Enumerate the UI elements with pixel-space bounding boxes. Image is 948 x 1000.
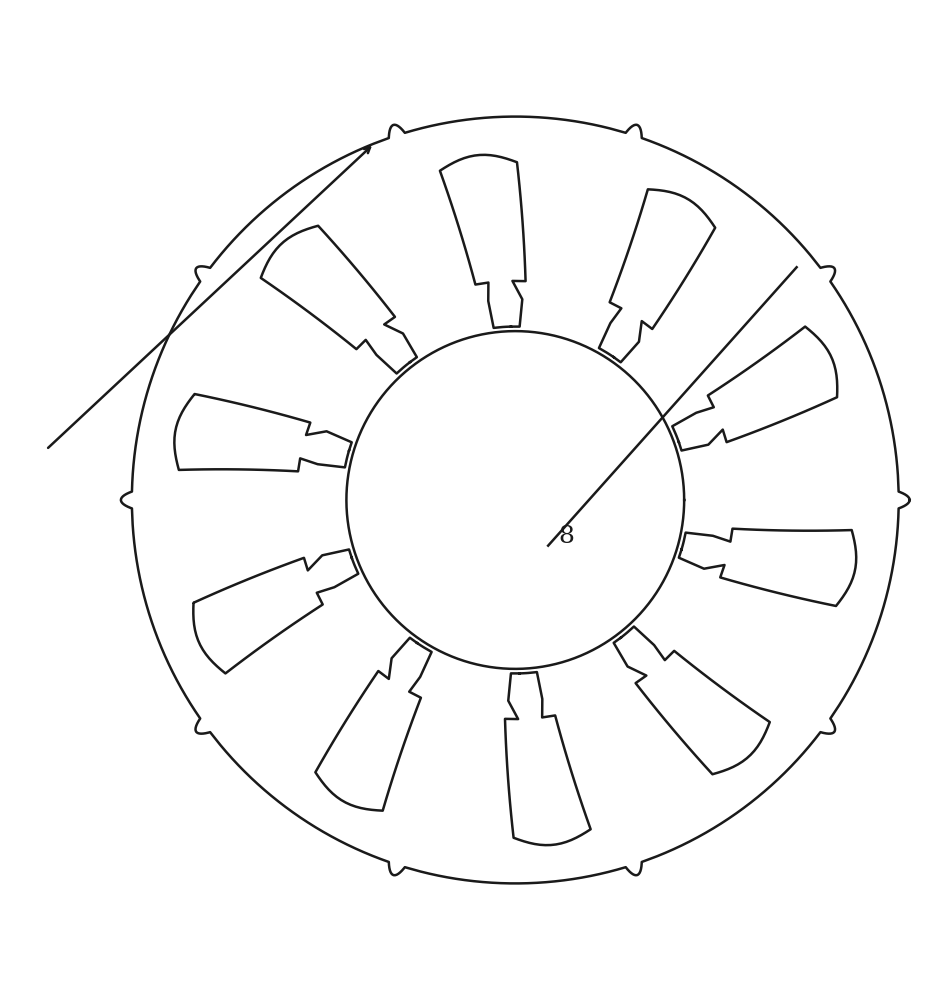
- Text: 8: 8: [558, 525, 574, 548]
